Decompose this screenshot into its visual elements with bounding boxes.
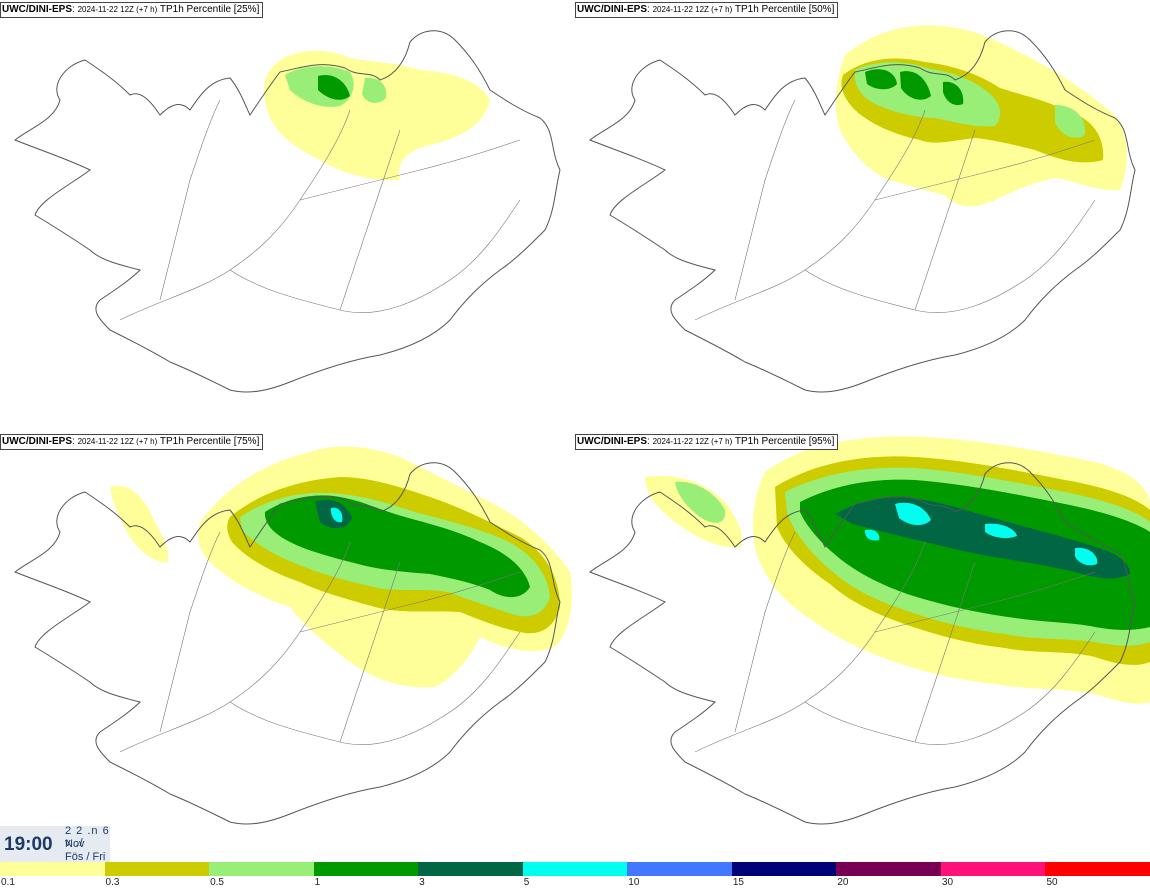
- color-scale-ticks: 0.1 0.3 0.5 1 3 5 10 15 20 30 50: [0, 877, 1150, 891]
- iceland-map-p25: [14, 30, 561, 393]
- precip-field-p50: [835, 25, 1127, 207]
- color-scale-tick-label: 0.3: [105, 877, 120, 888]
- road-network-p75: [119, 531, 521, 753]
- map-panel-p50: UWC/DINI-EPS: 2024-11-22 12Z (+7 h) TP1h…: [575, 0, 1150, 432]
- color-scale-tick-label: 50: [1046, 877, 1058, 888]
- model-name: UWC/DINI-EPS: [577, 436, 647, 447]
- iceland-map-p50: [589, 25, 1136, 393]
- color-scale-segment: [627, 862, 733, 876]
- color-scale-segment: [418, 862, 524, 876]
- iceland-map-p75: [14, 446, 572, 825]
- road-network-p50: [694, 99, 1096, 321]
- color-scale-tick-label: 3: [419, 877, 425, 888]
- coastline-p75: [14, 462, 561, 825]
- run-time: 2024-11-22 12Z (+7 h): [77, 437, 158, 446]
- panel-title-p75: UWC/DINI-EPS: 2024-11-22 12Z (+7 h) TP1h…: [0, 434, 264, 450]
- color-scale-tick-label: 10: [628, 877, 640, 888]
- road-network-p95: [694, 531, 1096, 753]
- coastline-p95: [589, 462, 1136, 825]
- run-time: 2024-11-22 12Z (+7 h): [652, 5, 733, 14]
- color-scale-segment: [313, 862, 419, 876]
- map-panel-p95: UWC/DINI-EPS: 2024-11-22 12Z (+7 h) TP1h…: [575, 432, 1150, 864]
- field-name: TP1h Percentile [25%]: [159, 4, 260, 15]
- map-panel-p75: UWC/DINI-EPS: 2024-11-22 12Z (+7 h) TP1h…: [0, 432, 575, 864]
- color-scale-tick-label: 20: [837, 877, 849, 888]
- iceland-map-p95: [589, 436, 1150, 825]
- color-scale-tick-label: 1: [314, 877, 321, 888]
- color-scale-segment: [104, 862, 210, 876]
- color-scale-bar: [0, 862, 1150, 876]
- color-scale-segment: [1045, 862, 1150, 876]
- field-name: TP1h Percentile [75%]: [159, 436, 260, 447]
- field-name: TP1h Percentile [50%]: [734, 4, 835, 15]
- coastline-p25: [14, 30, 561, 393]
- color-scale-segment: [209, 862, 315, 876]
- color-scale-segment: [836, 862, 942, 876]
- color-scale-segment: [0, 862, 105, 876]
- valid-weekday: Fös / Fri: [65, 851, 106, 862]
- color-scale-tick-label: 0.5: [210, 877, 224, 888]
- color-scale-tick-label: 5: [523, 877, 530, 888]
- color-scale-tick-label: 0.1: [1, 877, 15, 888]
- color-scale-segment: [731, 862, 837, 876]
- model-name: UWC/DINI-EPS: [2, 4, 72, 15]
- map-panel-p25: UWC/DINI-EPS: 2024-11-22 12Z (+7 h) TP1h…: [0, 0, 575, 432]
- valid-time-box: 19:00 2 2 .n 6 v ./ Nov Fös / Fri: [0, 825, 110, 862]
- color-scale-segment: [522, 862, 628, 876]
- run-time: 2024-11-22 12Z (+7 h): [77, 5, 158, 14]
- valid-month: Nov: [65, 838, 85, 850]
- panel-title-p50: UWC/DINI-EPS: 2024-11-22 12Z (+7 h) TP1h…: [575, 2, 839, 18]
- valid-date-line: 2 2 .n 6 v ./: [65, 825, 110, 849]
- panel-title-p95: UWC/DINI-EPS: 2024-11-22 12Z (+7 h) TP1h…: [575, 434, 839, 450]
- precip-field-p95: [645, 436, 1150, 704]
- color-scale-tick-label: 15: [732, 877, 744, 888]
- color-scale-segment: [940, 862, 1046, 876]
- valid-time: 19:00: [4, 834, 53, 855]
- field-name: TP1h Percentile [95%]: [734, 436, 835, 447]
- panel-title-p25: UWC/DINI-EPS: 2024-11-22 12Z (+7 h) TP1h…: [0, 2, 264, 18]
- precip-field-p25: [264, 50, 490, 181]
- coastline-p50: [589, 30, 1136, 393]
- road-network-p25: [119, 99, 521, 321]
- model-name: UWC/DINI-EPS: [577, 4, 647, 15]
- color-scale-tick-label: 30: [941, 877, 954, 888]
- model-name: UWC/DINI-EPS: [2, 436, 72, 447]
- run-time: 2024-11-22 12Z (+7 h): [652, 437, 733, 446]
- precip-field-p75: [110, 446, 572, 688]
